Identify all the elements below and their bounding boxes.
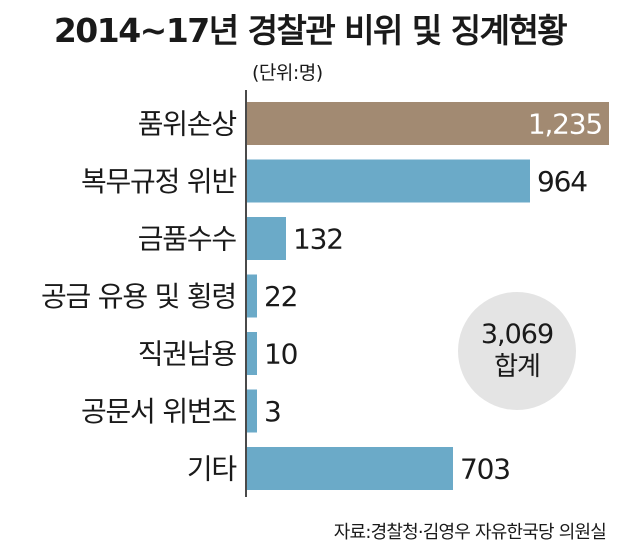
bar [247,447,453,490]
category-label: 품위손상 [138,108,237,141]
value-label: 703 [460,453,510,486]
total-label: 합계 [494,352,541,382]
total-value: 3,069 [480,319,554,350]
chart-title: 2014~17년 경찰관 비위 및 징계현황 [53,11,568,50]
value-label: 964 [537,165,587,198]
value-label: 3 [264,395,281,428]
bar [247,274,257,318]
category-label: 공문서 위변조 [81,395,237,428]
bar [247,102,609,145]
value-label: 10 [264,338,297,371]
category-label: 공금 유용 및 횡령 [41,280,236,313]
category-label: 금품수수 [138,223,237,256]
bar [247,332,257,375]
bar [247,159,530,203]
category-label: 복무규정 위반 [81,165,237,198]
total-badge: 3,069 합계 [458,292,576,410]
bar [247,389,257,433]
unit-label: (단위:명) [252,62,323,84]
value-label: 1,235 [528,108,602,141]
source-note: 자료:경찰청·김영우 자유한국당 의원실 [333,522,607,543]
bar [247,217,286,260]
category-label: 직권남용 [138,338,237,371]
category-label: 기타 [187,453,237,486]
value-label: 22 [264,280,297,313]
value-label: 132 [293,223,343,256]
